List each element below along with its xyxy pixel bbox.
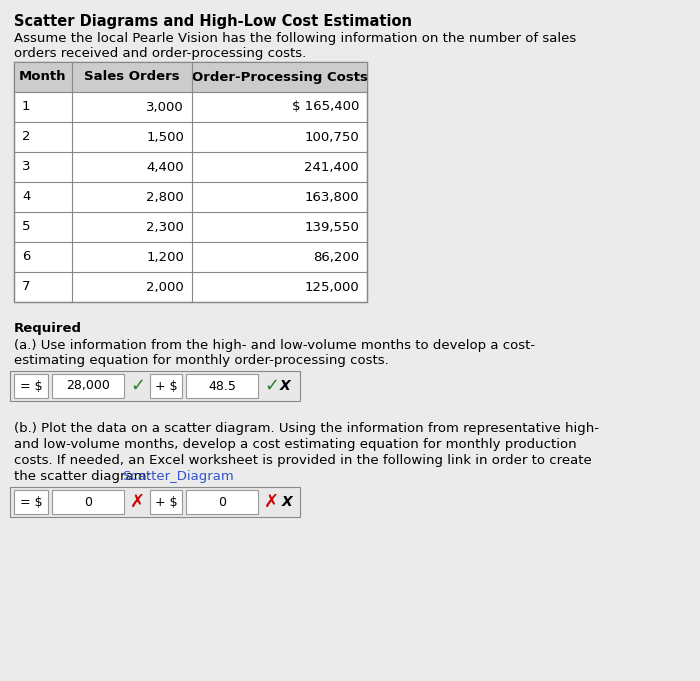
Text: 28,000: 28,000 xyxy=(66,379,110,392)
Text: 7: 7 xyxy=(22,281,31,294)
Text: ✗: ✗ xyxy=(130,493,145,511)
FancyBboxPatch shape xyxy=(186,490,258,514)
Text: estimating equation for monthly order-processing costs.: estimating equation for monthly order-pr… xyxy=(14,354,388,367)
Text: (a.) Use information from the high- and low-volume months to develop a cost-: (a.) Use information from the high- and … xyxy=(14,339,535,352)
Text: 48.5: 48.5 xyxy=(208,379,236,392)
Text: $ 165,400: $ 165,400 xyxy=(292,101,359,114)
Text: 5: 5 xyxy=(22,221,31,234)
FancyBboxPatch shape xyxy=(14,92,367,122)
Text: 0: 0 xyxy=(218,496,226,509)
Text: 2,300: 2,300 xyxy=(146,221,184,234)
Text: + $: + $ xyxy=(155,379,177,392)
FancyBboxPatch shape xyxy=(14,490,48,514)
Text: = $: = $ xyxy=(20,496,42,509)
FancyBboxPatch shape xyxy=(14,62,367,92)
Text: 86,200: 86,200 xyxy=(313,251,359,264)
Text: Scatter Diagrams and High-Low Cost Estimation: Scatter Diagrams and High-Low Cost Estim… xyxy=(14,14,412,29)
FancyBboxPatch shape xyxy=(14,242,367,272)
Text: and low-volume months, develop a cost estimating equation for monthly production: and low-volume months, develop a cost es… xyxy=(14,438,577,451)
Text: 100,750: 100,750 xyxy=(304,131,359,144)
Text: 2,800: 2,800 xyxy=(146,191,184,204)
Text: X: X xyxy=(282,495,293,509)
Text: Month: Month xyxy=(20,71,66,84)
Text: 163,800: 163,800 xyxy=(304,191,359,204)
Text: 1,500: 1,500 xyxy=(146,131,184,144)
FancyBboxPatch shape xyxy=(14,122,367,152)
Text: Assume the local Pearle Vision has the following information on the number of sa: Assume the local Pearle Vision has the f… xyxy=(14,32,576,45)
Text: costs. If needed, an Excel worksheet is provided in the following link in order : costs. If needed, an Excel worksheet is … xyxy=(14,454,592,467)
FancyBboxPatch shape xyxy=(14,272,367,302)
FancyBboxPatch shape xyxy=(14,152,367,182)
Text: 6: 6 xyxy=(22,251,30,264)
Text: X: X xyxy=(280,379,290,393)
FancyBboxPatch shape xyxy=(14,182,367,212)
Text: 3,000: 3,000 xyxy=(146,101,184,114)
Text: 1: 1 xyxy=(22,101,31,114)
FancyBboxPatch shape xyxy=(186,374,258,398)
Text: + $: + $ xyxy=(155,496,177,509)
FancyBboxPatch shape xyxy=(10,371,300,401)
Text: 125,000: 125,000 xyxy=(304,281,359,294)
Text: orders received and order-processing costs.: orders received and order-processing cos… xyxy=(14,47,307,60)
Text: 2: 2 xyxy=(22,131,31,144)
Text: 3: 3 xyxy=(22,161,31,174)
Text: (b.) Plot the data on a scatter diagram. Using the information from representati: (b.) Plot the data on a scatter diagram.… xyxy=(14,422,599,435)
FancyBboxPatch shape xyxy=(150,374,182,398)
Text: 139,550: 139,550 xyxy=(304,221,359,234)
Text: 1,200: 1,200 xyxy=(146,251,184,264)
FancyBboxPatch shape xyxy=(52,490,124,514)
Text: Sales Orders: Sales Orders xyxy=(84,71,180,84)
Text: 0: 0 xyxy=(84,496,92,509)
FancyBboxPatch shape xyxy=(14,212,367,242)
Text: 4: 4 xyxy=(22,191,30,204)
Text: = $: = $ xyxy=(20,379,42,392)
Text: 4,400: 4,400 xyxy=(146,161,184,174)
FancyBboxPatch shape xyxy=(14,62,367,302)
Text: 2,000: 2,000 xyxy=(146,281,184,294)
Text: Scatter_Diagram: Scatter_Diagram xyxy=(122,470,234,483)
Text: ✓: ✓ xyxy=(264,377,279,395)
FancyBboxPatch shape xyxy=(10,487,300,517)
FancyBboxPatch shape xyxy=(14,374,48,398)
Text: 241,400: 241,400 xyxy=(304,161,359,174)
Text: ✗: ✗ xyxy=(264,493,279,511)
Text: the scatter diagram:: the scatter diagram: xyxy=(14,470,155,483)
Text: ✓: ✓ xyxy=(130,377,145,395)
FancyBboxPatch shape xyxy=(150,490,182,514)
Text: Order-Processing Costs: Order-Processing Costs xyxy=(192,71,368,84)
FancyBboxPatch shape xyxy=(52,374,124,398)
Text: Required: Required xyxy=(14,322,82,335)
